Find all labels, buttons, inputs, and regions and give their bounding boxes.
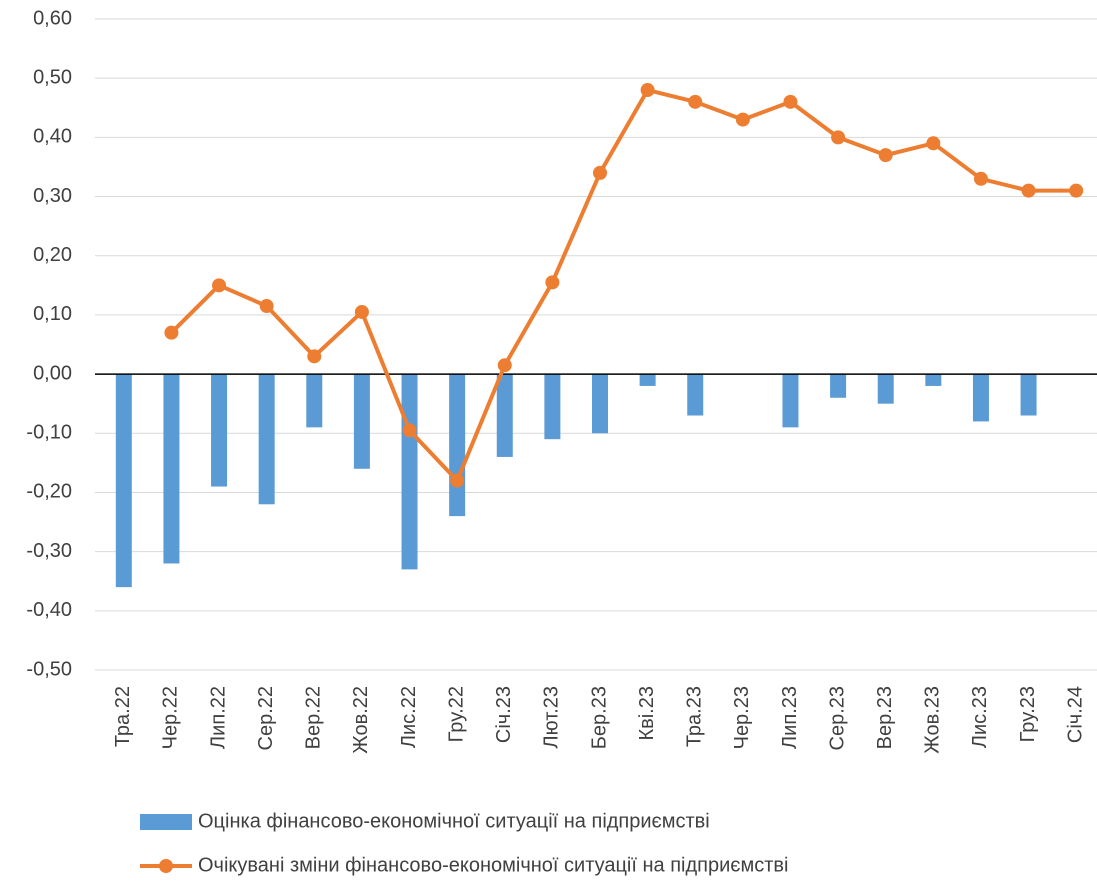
marker [640, 83, 655, 98]
marker [1069, 183, 1084, 198]
marker [735, 112, 750, 127]
x-tick-label: Тра.23 [684, 686, 706, 747]
bar [211, 374, 228, 487]
marker [688, 94, 703, 109]
bar [782, 374, 799, 428]
legend-marker [159, 859, 173, 873]
x-tick-label: Гру.23 [1017, 686, 1039, 742]
y-tick-label: 0,60 [33, 7, 72, 29]
x-tick-label: Лис.23 [969, 686, 991, 748]
y-tick-label: -0,20 [26, 481, 72, 503]
bar [925, 374, 942, 386]
bar [830, 374, 847, 398]
y-tick-label: 0,20 [33, 244, 72, 266]
x-tick-label: Бер.23 [588, 686, 610, 749]
x-tick-label: Сер.23 [826, 686, 848, 751]
x-tick-label: Лис.22 [398, 686, 420, 748]
legend-swatch [140, 814, 192, 830]
bar [449, 374, 466, 517]
marker [307, 349, 322, 364]
marker [354, 304, 369, 319]
x-tick-label: Жов.22 [350, 686, 372, 754]
bar [972, 374, 989, 422]
y-tick-label: 0,00 [33, 362, 72, 384]
x-tick-label: Сер.22 [255, 686, 277, 751]
x-tick-label: Тра.22 [112, 686, 134, 747]
marker [593, 165, 607, 180]
y-tick-label: -0,40 [26, 599, 72, 621]
marker [497, 358, 512, 373]
bar [258, 374, 275, 505]
marker [402, 423, 417, 438]
x-tick-label: Січ.24 [1064, 686, 1086, 743]
x-tick-label: Вер.22 [303, 686, 325, 749]
bar [115, 374, 132, 588]
bar [544, 374, 561, 440]
bar [401, 374, 418, 570]
y-tick-label: 0,10 [33, 303, 72, 325]
line [170, 88, 1077, 483]
marker [259, 299, 274, 314]
x-tick-label: Лип.23 [779, 686, 801, 749]
x-tick-label: Чер.23 [731, 686, 753, 749]
bar [163, 374, 180, 564]
bar [306, 374, 323, 428]
y-tick-label: 0,40 [33, 126, 72, 148]
legend-label: Оцінка фінансово-економічної ситуації на… [198, 810, 710, 832]
x-tick-label: Кві.23 [636, 686, 658, 741]
y-tick-label: 0,50 [33, 66, 72, 88]
marker [973, 171, 988, 186]
bar [1020, 374, 1037, 416]
x-tick-label: Жов.23 [922, 686, 944, 754]
marker [164, 325, 179, 340]
bar [353, 374, 370, 469]
marker [831, 130, 846, 145]
x-tick-label: Чер.22 [160, 686, 182, 749]
x-tick-label: Лют.23 [541, 686, 563, 748]
bar [639, 374, 656, 386]
x-tick-label: Лип.22 [207, 686, 229, 749]
marker [783, 94, 798, 109]
marker [1021, 183, 1036, 198]
legend-label: Очікувані зміни фінансово-економічної си… [198, 854, 788, 876]
y-tick-label: -0,50 [26, 658, 72, 680]
marker [450, 473, 465, 488]
marker [878, 148, 893, 163]
x-tick-label: Гру.22 [445, 686, 467, 742]
marker [926, 136, 941, 151]
bar [592, 374, 608, 434]
bar [877, 374, 894, 404]
x-tick-label: Січ.23 [493, 686, 515, 743]
bar [496, 374, 513, 457]
x-tick-label: Вер.23 [874, 686, 896, 749]
y-tick-label: -0,30 [26, 540, 72, 562]
y-tick-label: 0,30 [33, 185, 72, 207]
marker [545, 275, 560, 290]
bar [687, 374, 704, 416]
marker [212, 278, 227, 293]
y-tick-label: -0,10 [26, 422, 72, 444]
